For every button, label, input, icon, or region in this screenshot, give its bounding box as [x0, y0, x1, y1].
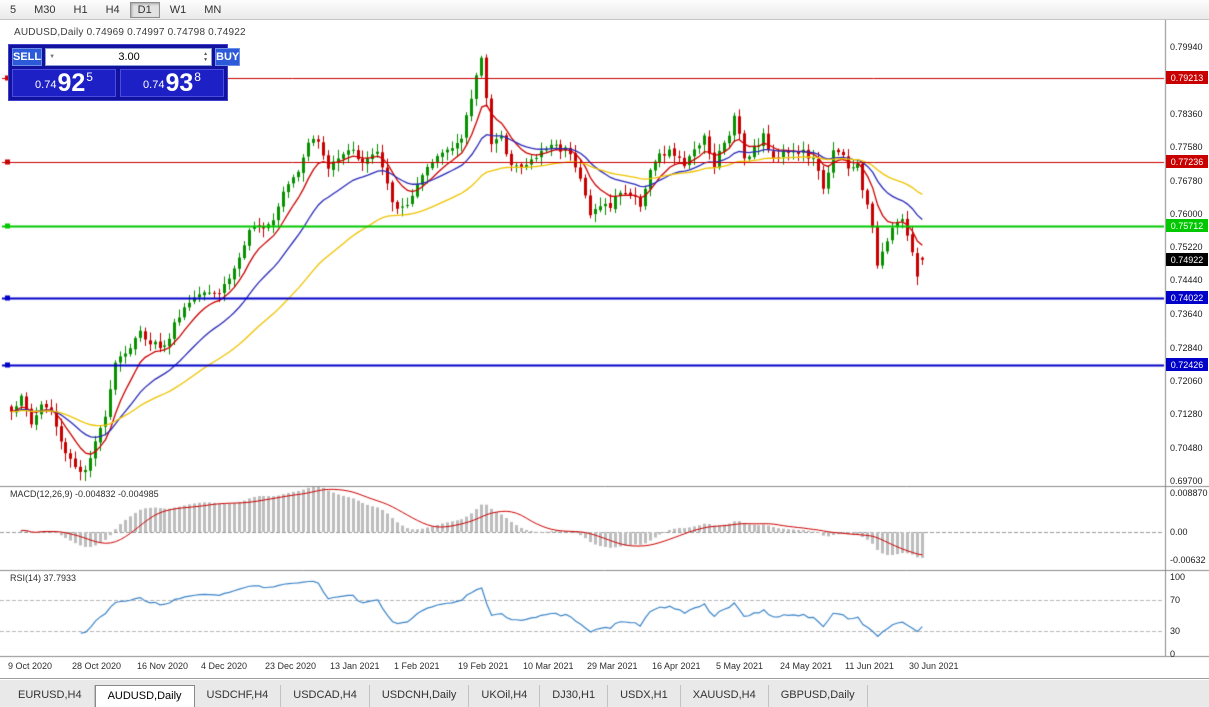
date-tick: 4 Dec 2020 — [201, 661, 248, 671]
volume-input[interactable] — [58, 51, 201, 63]
timeframe-button-h4[interactable]: H4 — [98, 2, 128, 18]
price-badge: 0.79213 — [1166, 71, 1208, 84]
date-tick: 19 Feb 2021 — [458, 661, 509, 671]
price-tick: 0.74440 — [1170, 275, 1203, 285]
date-tick: 28 Oct 2020 — [72, 661, 122, 671]
price-tick: 0.69700 — [1170, 476, 1203, 486]
date-tick: 24 May 2021 — [780, 661, 833, 671]
price-tick: 0.79940 — [1170, 42, 1203, 52]
date-tick: 23 Dec 2020 — [265, 661, 317, 671]
macd-axis-label: 0.00 — [1170, 527, 1188, 537]
rsi-indicator-label: RSI(14) 37.7933 — [10, 573, 77, 583]
chart-tab-ukoil-h4[interactable]: UKOil,H4 — [469, 685, 541, 707]
price-badge: 0.74922 — [1166, 253, 1208, 266]
rsi-axis-label: 30 — [1170, 626, 1181, 636]
timeframe-button-d1[interactable]: D1 — [129, 1, 160, 18]
bid-price[interactable]: 0.74 92 5 — [12, 69, 116, 97]
price-badge: 0.77236 — [1166, 155, 1208, 168]
date-tick: 29 Mar 2021 — [587, 661, 638, 671]
price-chart-canvas[interactable] — [0, 20, 1209, 678]
timeframe-button-w1[interactable]: W1 — [162, 2, 195, 18]
price-badge: 0.74022 — [1166, 291, 1208, 304]
date-tick: 11 Jun 2021 — [845, 661, 894, 671]
trade-controls-row: SELL ▼ ▲▼ BUY — [12, 48, 241, 66]
timeframe-button-mn[interactable]: MN — [196, 2, 229, 18]
chart-title: AUDUSD,Daily 0.74969 0.74997 0.74798 0.7… — [14, 27, 246, 38]
ask-price-prefix: 0.74 — [143, 79, 165, 91]
volume-increase-icon[interactable]: ▲ — [203, 51, 209, 57]
timeframe-toolbar: 5 M30 H1 H4 D1 W1 MN — [0, 0, 1209, 20]
chart-tab-gbpusd-daily[interactable]: GBPUSD,Daily — [769, 685, 868, 707]
chart-tab-usdx-h1[interactable]: USDX,H1 — [608, 685, 681, 707]
macd-axis-label: -0.00632 — [1170, 555, 1206, 565]
chart-tab-eurusd-h4[interactable]: EURUSD,H4 — [6, 685, 95, 707]
price-tick: 0.76000 — [1170, 209, 1203, 219]
date-tick: 9 Oct 2020 — [8, 661, 53, 671]
date-tick: 13 Jan 2021 — [330, 661, 380, 671]
chart-tab-usdcnh-daily[interactable]: USDCNH,Daily — [370, 685, 470, 707]
timeframe-button-h1[interactable]: H1 — [66, 2, 96, 18]
macd-axis-label: 0.008870 — [1170, 488, 1208, 498]
macd-indicator-label: MACD(12,26,9) -0.004832 -0.004985 — [10, 489, 159, 499]
bid-price-big: 92 — [57, 69, 86, 97]
chart-tab-bar: EURUSD,H4 AUDUSD,Daily USDCHF,H4 USDCAD,H4 U… — [0, 678, 1209, 707]
price-tick: 0.73640 — [1170, 309, 1203, 319]
volume-stepper: ▲ ▼ — [200, 51, 211, 63]
volume-dropdown-icon[interactable]: ▼ — [49, 54, 56, 60]
timeframe-button-5[interactable]: 5 — [2, 2, 24, 18]
chart-tab-audusd-daily[interactable]: AUDUSD,Daily — [94, 685, 195, 707]
timeframe-button-m30[interactable]: M30 — [26, 2, 63, 18]
price-badge: 0.75712 — [1166, 219, 1208, 232]
rsi-axis-label: 70 — [1170, 595, 1181, 605]
chart-tab-usdchf-h4[interactable]: USDCHF,H4 — [195, 685, 282, 707]
chart-tab-xauusd-h4[interactable]: XAUUSD,H4 — [681, 685, 769, 707]
rsi-axis-label: 100 — [1170, 572, 1186, 582]
date-tick: 1 Feb 2021 — [394, 661, 440, 671]
ask-price-pip: 8 — [194, 70, 201, 84]
date-tick: 10 Mar 2021 — [523, 661, 574, 671]
price-tick: 0.77580 — [1170, 142, 1203, 152]
bid-price-pip: 5 — [86, 70, 93, 84]
date-tick: 5 May 2021 — [716, 661, 764, 671]
rsi-axis-label: 0 — [1170, 649, 1176, 659]
date-tick: 16 Apr 2021 — [652, 661, 701, 671]
price-tick: 0.78360 — [1170, 109, 1203, 119]
volume-field[interactable]: ▼ ▲▼ — [45, 48, 213, 66]
buy-button[interactable]: BUY — [215, 48, 241, 66]
ask-price-big: 93 — [165, 69, 194, 97]
price-tick: 0.72060 — [1170, 376, 1203, 386]
chart-tab-usdcad-h4[interactable]: USDCAD,H4 — [281, 685, 370, 707]
chart-tab-dj30-h1[interactable]: DJ30,H1 — [540, 685, 609, 707]
price-tick: 0.72840 — [1170, 343, 1203, 353]
ask-price[interactable]: 0.74 93 8 — [120, 69, 224, 97]
trade-prices-row: 0.74 92 5 0.74 93 8 — [12, 69, 224, 97]
chart-window: AUDUSD,Daily 0.74969 0.74997 0.74798 0.7… — [0, 20, 1209, 678]
volume-decrease-icon[interactable]: ▼ — [203, 57, 209, 63]
price-tick: 0.76780 — [1170, 176, 1203, 186]
price-tick: 0.75220 — [1170, 242, 1203, 252]
date-tick: 30 Jun 2021 — [909, 661, 959, 671]
price-badge: 0.72426 — [1166, 358, 1208, 371]
bid-price-prefix: 0.74 — [35, 79, 57, 91]
price-tick: 0.70480 — [1170, 443, 1203, 453]
date-tick: 16 Nov 2020 — [137, 661, 189, 671]
price-tick: 0.71280 — [1170, 409, 1203, 419]
sell-button[interactable]: SELL — [12, 48, 43, 66]
